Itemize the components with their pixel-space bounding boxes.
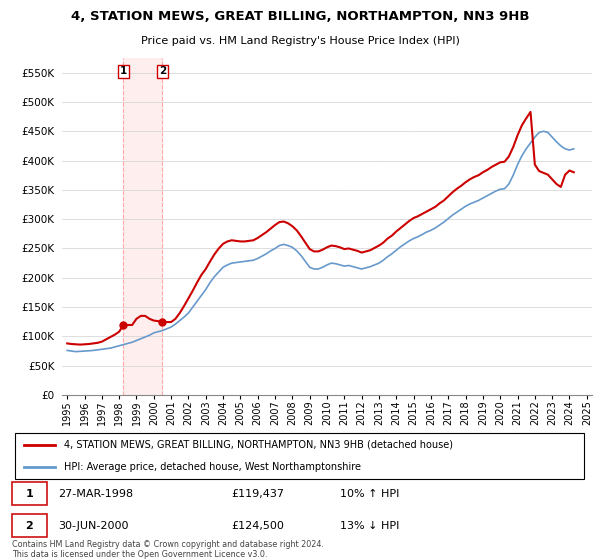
Text: 4, STATION MEWS, GREAT BILLING, NORTHAMPTON, NN3 9HB: 4, STATION MEWS, GREAT BILLING, NORTHAMP… xyxy=(71,10,529,23)
FancyBboxPatch shape xyxy=(12,514,47,537)
FancyBboxPatch shape xyxy=(12,482,47,505)
Text: 2: 2 xyxy=(159,67,166,76)
Text: 4, STATION MEWS, GREAT BILLING, NORTHAMPTON, NN3 9HB (detached house): 4, STATION MEWS, GREAT BILLING, NORTHAMP… xyxy=(64,440,453,450)
Text: Contains HM Land Registry data © Crown copyright and database right 2024.
This d: Contains HM Land Registry data © Crown c… xyxy=(12,540,324,559)
Text: £124,500: £124,500 xyxy=(231,520,284,530)
Text: 10% ↑ HPI: 10% ↑ HPI xyxy=(340,488,400,498)
Text: £119,437: £119,437 xyxy=(231,488,284,498)
Text: 1: 1 xyxy=(25,488,33,498)
Text: 13% ↓ HPI: 13% ↓ HPI xyxy=(340,520,400,530)
Text: 1: 1 xyxy=(119,67,127,76)
Bar xyxy=(123,58,163,395)
Text: HPI: Average price, detached house, West Northamptonshire: HPI: Average price, detached house, West… xyxy=(64,463,361,473)
Text: Price paid vs. HM Land Registry's House Price Index (HPI): Price paid vs. HM Land Registry's House … xyxy=(140,36,460,46)
Text: 30-JUN-2000: 30-JUN-2000 xyxy=(58,520,128,530)
Text: 2: 2 xyxy=(25,520,33,530)
FancyBboxPatch shape xyxy=(15,432,584,479)
Text: 27-MAR-1998: 27-MAR-1998 xyxy=(58,488,133,498)
